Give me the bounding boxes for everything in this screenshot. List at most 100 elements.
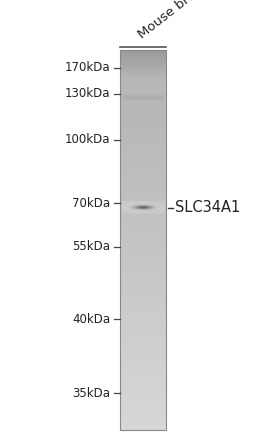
Bar bbox=[120, 197, 166, 198]
Bar bbox=[120, 113, 166, 114]
Bar bbox=[120, 58, 166, 59]
Bar bbox=[120, 53, 166, 54]
Bar bbox=[120, 363, 166, 364]
Bar bbox=[120, 408, 166, 409]
Bar bbox=[120, 61, 166, 62]
Bar bbox=[120, 257, 166, 258]
Bar bbox=[120, 50, 166, 430]
Bar bbox=[120, 323, 166, 324]
Bar bbox=[120, 322, 166, 323]
Bar bbox=[120, 420, 166, 421]
Bar bbox=[120, 233, 166, 234]
Bar bbox=[120, 139, 166, 141]
Bar bbox=[120, 342, 166, 343]
Bar bbox=[120, 394, 166, 395]
Bar bbox=[120, 144, 166, 145]
Bar bbox=[120, 80, 166, 81]
Bar bbox=[120, 285, 166, 286]
Bar bbox=[120, 392, 166, 393]
Bar bbox=[120, 130, 166, 131]
Bar bbox=[120, 418, 166, 419]
Bar bbox=[120, 407, 166, 408]
Bar bbox=[120, 129, 166, 130]
Bar bbox=[120, 400, 166, 401]
Bar bbox=[120, 75, 166, 76]
Bar bbox=[120, 404, 166, 405]
Bar bbox=[120, 312, 166, 313]
Bar bbox=[120, 303, 166, 304]
Bar bbox=[120, 174, 166, 175]
Bar bbox=[120, 98, 166, 99]
Bar bbox=[120, 349, 166, 350]
Bar bbox=[120, 266, 166, 267]
Bar bbox=[120, 319, 166, 320]
Bar bbox=[120, 155, 166, 156]
Bar bbox=[120, 387, 166, 388]
Bar bbox=[120, 383, 166, 384]
Text: 100kDa: 100kDa bbox=[65, 133, 110, 146]
Bar bbox=[120, 176, 166, 177]
Bar bbox=[120, 78, 166, 79]
Bar bbox=[120, 175, 166, 176]
Bar bbox=[120, 362, 166, 363]
Bar bbox=[120, 384, 166, 385]
Bar bbox=[120, 300, 166, 301]
Bar bbox=[120, 134, 166, 135]
Bar bbox=[123, 93, 164, 94]
Bar bbox=[123, 98, 164, 100]
Bar bbox=[120, 224, 166, 225]
Bar bbox=[120, 68, 166, 69]
Bar bbox=[120, 359, 166, 360]
Bar bbox=[120, 195, 166, 196]
Bar bbox=[120, 227, 166, 228]
Bar bbox=[120, 297, 166, 298]
Bar bbox=[120, 151, 166, 152]
Bar bbox=[120, 417, 166, 418]
Bar bbox=[120, 105, 166, 106]
Bar bbox=[120, 54, 166, 55]
Bar bbox=[120, 386, 166, 387]
Bar bbox=[120, 316, 166, 317]
Bar bbox=[120, 355, 166, 356]
Bar bbox=[123, 95, 164, 97]
Bar bbox=[120, 66, 166, 67]
Bar bbox=[120, 206, 166, 207]
Bar bbox=[120, 427, 166, 429]
Bar bbox=[120, 339, 166, 340]
Bar bbox=[120, 207, 166, 208]
Bar bbox=[120, 220, 166, 221]
Bar bbox=[120, 121, 166, 122]
Bar bbox=[120, 122, 166, 123]
Bar bbox=[120, 354, 166, 355]
Bar bbox=[120, 308, 166, 309]
Bar bbox=[120, 60, 166, 61]
Bar bbox=[120, 84, 166, 85]
Bar bbox=[120, 347, 166, 348]
Bar bbox=[120, 317, 166, 318]
Bar bbox=[120, 413, 166, 414]
Text: 130kDa: 130kDa bbox=[65, 87, 110, 101]
Bar bbox=[120, 361, 166, 362]
Bar bbox=[120, 67, 166, 68]
Bar bbox=[120, 91, 166, 92]
Bar bbox=[120, 170, 166, 171]
Bar bbox=[120, 156, 166, 157]
Bar bbox=[120, 199, 166, 201]
Bar bbox=[120, 218, 166, 219]
Bar bbox=[120, 138, 166, 139]
Bar bbox=[120, 243, 166, 244]
Bar bbox=[120, 62, 166, 63]
Bar bbox=[120, 201, 166, 202]
Bar bbox=[120, 402, 166, 403]
Bar bbox=[120, 248, 166, 249]
Bar bbox=[120, 192, 166, 193]
Bar bbox=[120, 141, 166, 142]
Bar bbox=[120, 159, 166, 160]
Bar bbox=[120, 52, 166, 53]
Bar bbox=[120, 409, 166, 410]
Bar bbox=[120, 104, 166, 105]
Bar bbox=[120, 213, 166, 214]
Bar bbox=[120, 278, 166, 279]
Bar bbox=[120, 123, 166, 125]
Bar bbox=[120, 393, 166, 394]
